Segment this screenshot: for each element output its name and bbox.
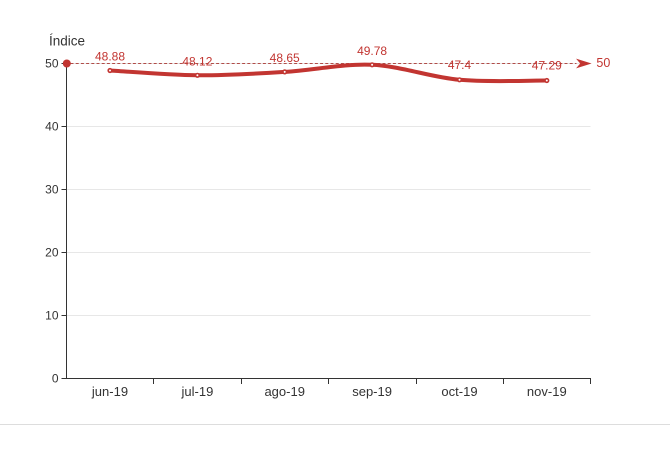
svg-text:Índice: Índice — [49, 34, 85, 49]
svg-text:30: 30 — [45, 183, 59, 197]
svg-text:10: 10 — [45, 309, 59, 323]
svg-text:jul-19: jul-19 — [181, 384, 214, 399]
svg-text:48.88: 48.88 — [95, 50, 125, 64]
svg-text:48.65: 48.65 — [270, 51, 300, 65]
svg-text:jun-19: jun-19 — [91, 384, 128, 399]
svg-text:0: 0 — [52, 372, 59, 386]
svg-text:50: 50 — [45, 57, 59, 71]
svg-text:sep-19: sep-19 — [352, 384, 392, 399]
svg-text:47.4: 47.4 — [448, 58, 472, 72]
svg-text:20: 20 — [45, 246, 59, 260]
svg-text:49.78: 49.78 — [357, 44, 387, 58]
svg-text:ago-19: ago-19 — [264, 384, 304, 399]
svg-text:nov-19: nov-19 — [527, 384, 567, 399]
svg-text:48.12: 48.12 — [182, 55, 212, 69]
svg-text:50: 50 — [596, 56, 610, 70]
svg-text:47.29: 47.29 — [532, 59, 562, 73]
svg-text:40: 40 — [45, 120, 59, 134]
svg-text:oct-19: oct-19 — [441, 384, 477, 399]
